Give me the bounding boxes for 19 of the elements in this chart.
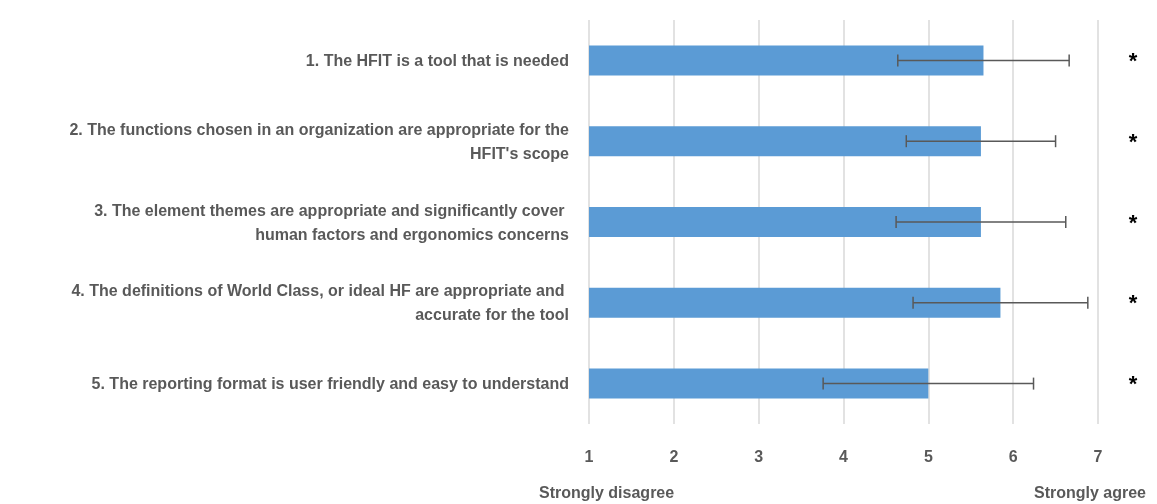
- text: Strongly disagree: [539, 483, 675, 501]
- text: *: [1128, 290, 1138, 316]
- x-tick-label: 4: [839, 447, 849, 465]
- text: *: [1128, 209, 1138, 235]
- x-tick-label: 7: [1093, 447, 1103, 465]
- y-tick-label: 1. The HFIT is a tool that is needed: [305, 51, 569, 69]
- text: Strongly agree: [1033, 483, 1147, 501]
- x-tick-label: 3: [754, 447, 764, 465]
- y-tick-label: 5. The reporting format is user friendly and easy to understand: [91, 375, 569, 393]
- text: *: [1128, 47, 1138, 73]
- x-tick-label: 1: [584, 447, 594, 465]
- y-tick-label: 3. The element themes are appropriate and significantly cover human factors and ergonomics concerns: [94, 201, 570, 243]
- text: *: [1128, 371, 1138, 397]
- x-tick-label: 2: [669, 447, 679, 465]
- y-tick-label: 4. The definitions of World Class, or ideal HF are appropriate and accurate for the tool: [71, 282, 569, 324]
- y-tick-label: 2. The functions chosen in an organization are appropriate for the HFIT's scope: [69, 120, 570, 162]
- x-tick-label: 6: [1008, 447, 1018, 465]
- x-tick-label: 5: [923, 447, 933, 465]
- text: *: [1128, 128, 1138, 154]
